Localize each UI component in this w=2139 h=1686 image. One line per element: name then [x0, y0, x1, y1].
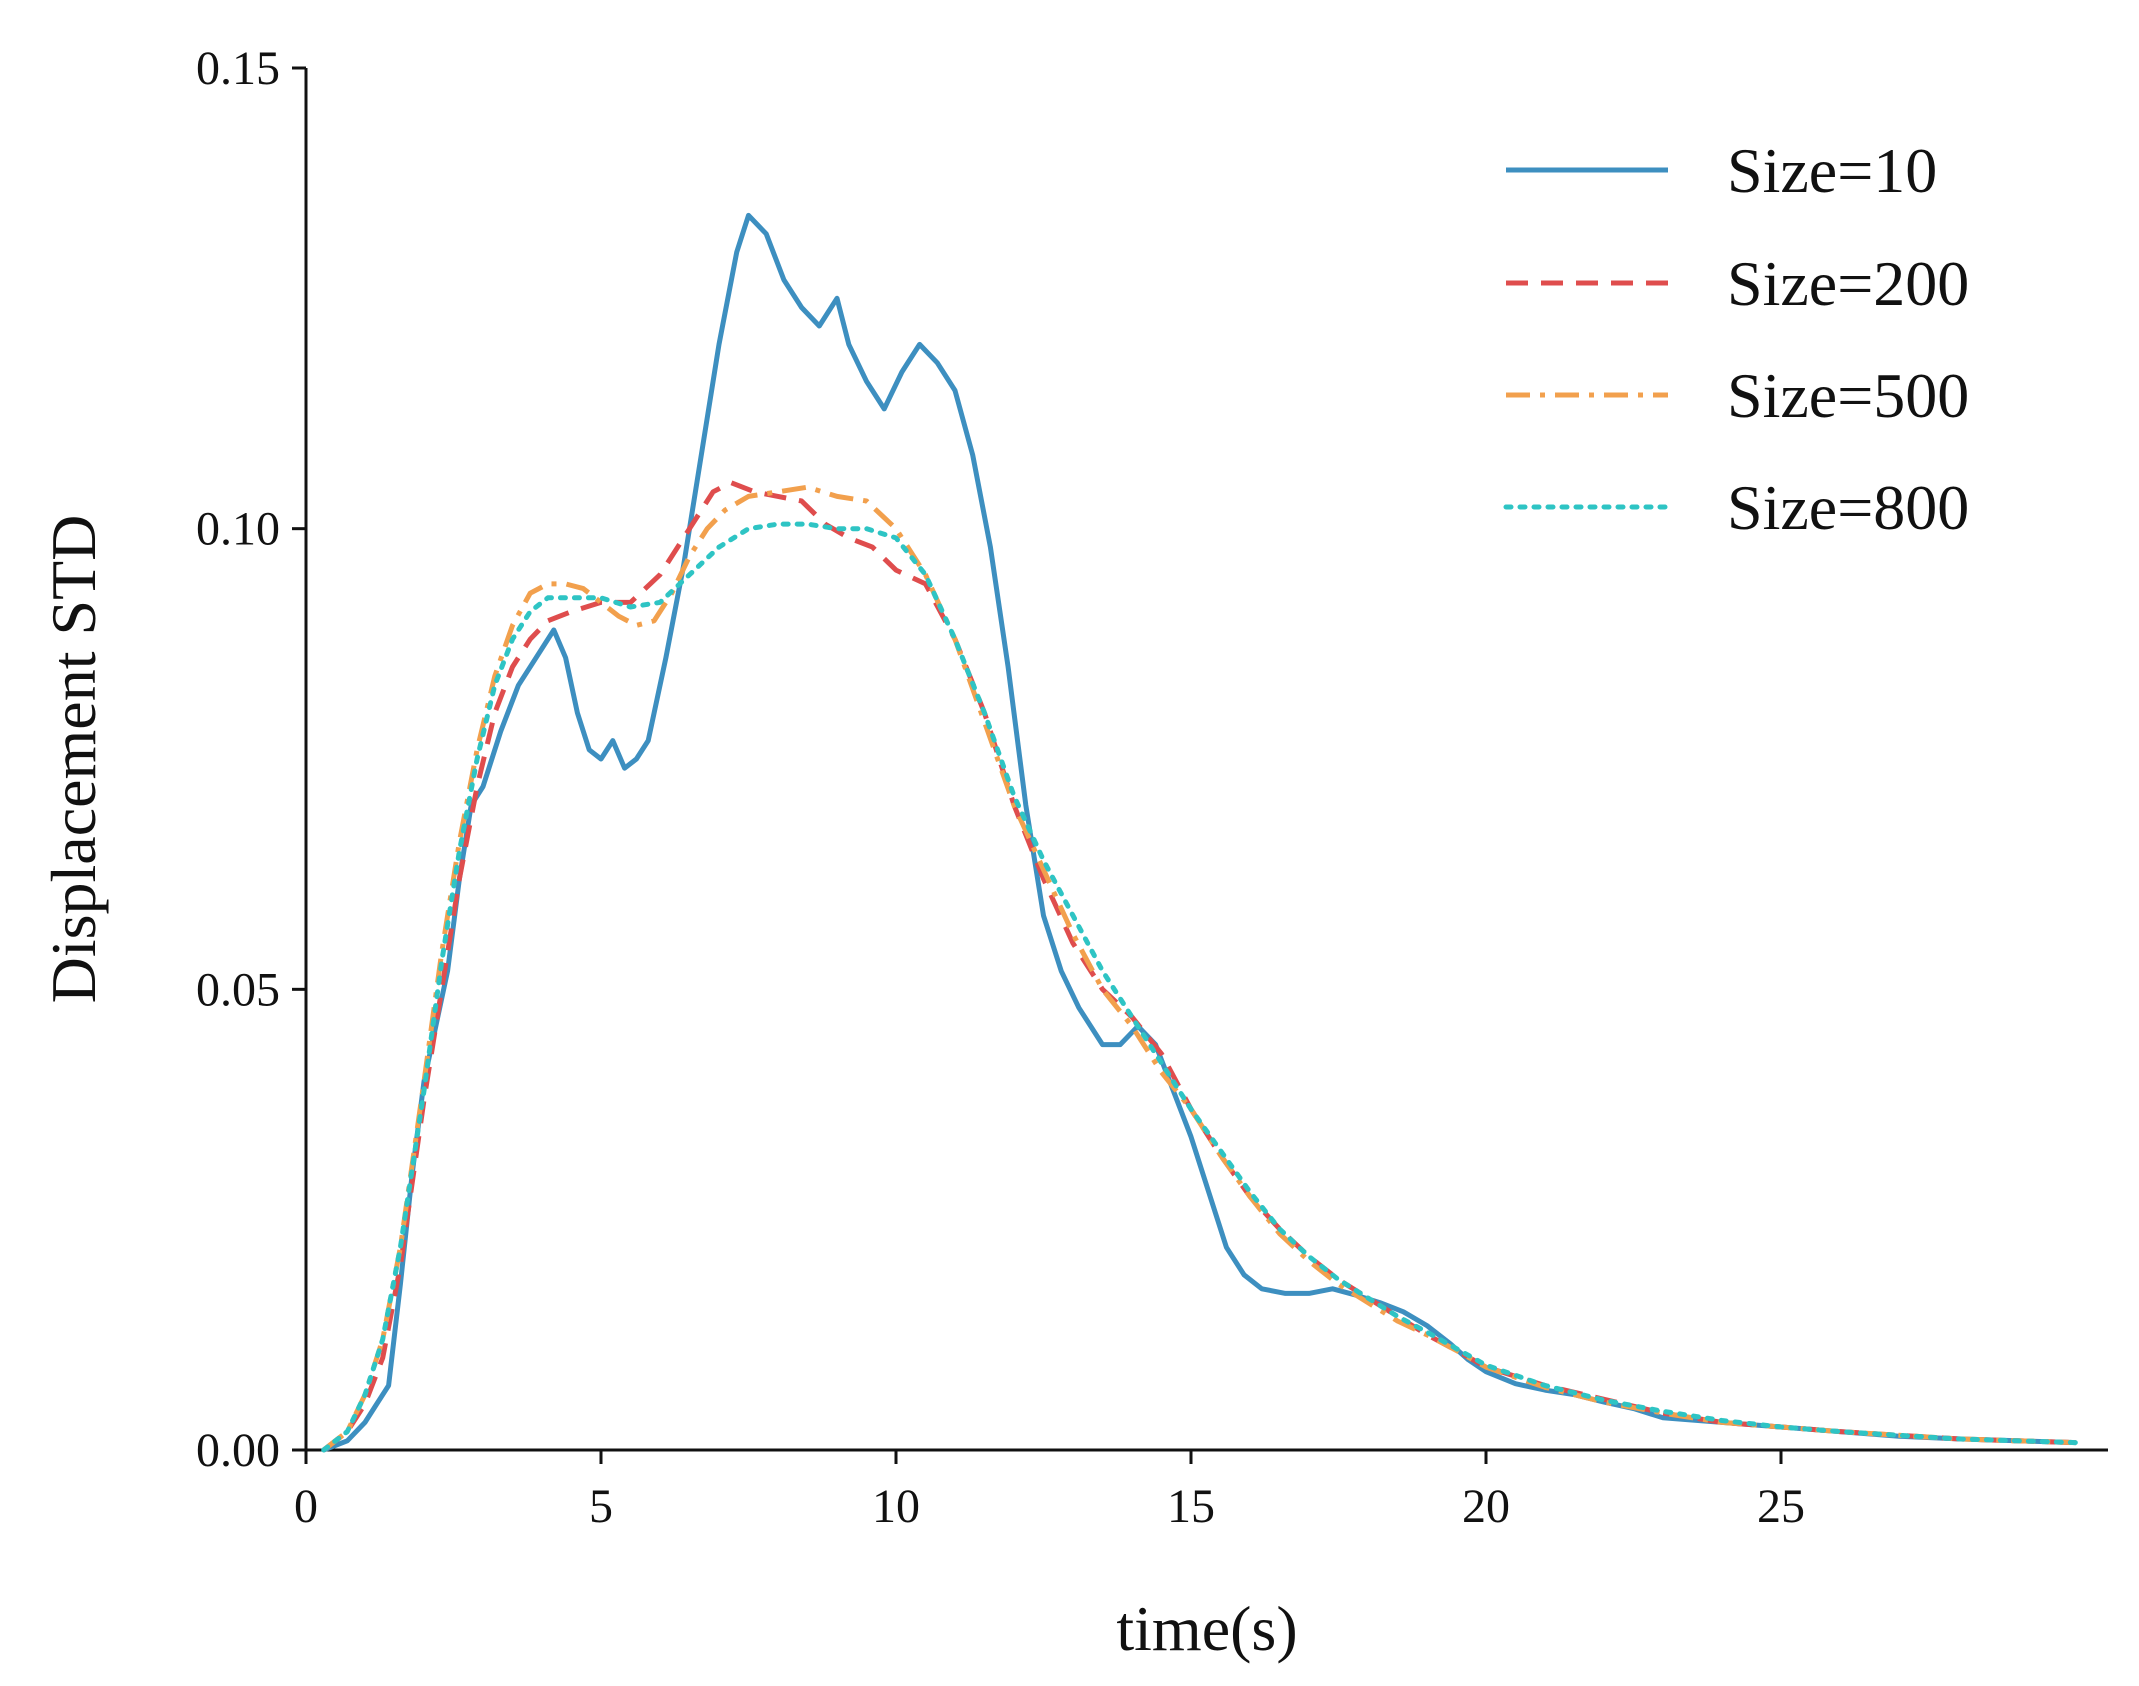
x-ticks: 0 5 10 15 20 25 [294, 1450, 1805, 1533]
legend: Size=10 Size=200 Size=500 Size=800 [1503, 135, 1969, 543]
series-line-2 [322, 480, 2077, 1452]
series-group [321, 212, 2079, 1453]
y-tick-label: 0.10 [196, 503, 280, 556]
x-tick-label: 10 [872, 1480, 920, 1533]
x-tick-label: 5 [589, 1480, 613, 1533]
y-axis-title: Displacement STD [38, 515, 109, 1004]
legend-label-4: Size=800 [1727, 472, 1969, 543]
series-line-3 [322, 484, 2077, 1452]
x-tick-label: 20 [1462, 1480, 1510, 1533]
series-line-4 [321, 521, 2079, 1453]
x-axis-title: time(s) [1116, 1593, 1297, 1664]
x-tick-label: 0 [294, 1480, 318, 1533]
y-tick-label: 0.00 [196, 1424, 280, 1477]
y-ticks: 0.00 0.05 0.10 0.15 [196, 42, 306, 1477]
y-tick-label: 0.05 [196, 963, 280, 1016]
x-tick-label: 25 [1757, 1480, 1805, 1533]
series-line-1 [322, 212, 2077, 1453]
legend-label-3: Size=500 [1727, 360, 1969, 431]
plot-area: 0 5 10 15 20 25 0.00 0.05 0.10 0.15 [196, 42, 2108, 1533]
legend-label-1: Size=10 [1727, 135, 1937, 206]
y-tick-label: 0.15 [196, 42, 280, 95]
x-tick-label: 15 [1167, 1480, 1215, 1533]
legend-label-2: Size=200 [1727, 248, 1969, 319]
